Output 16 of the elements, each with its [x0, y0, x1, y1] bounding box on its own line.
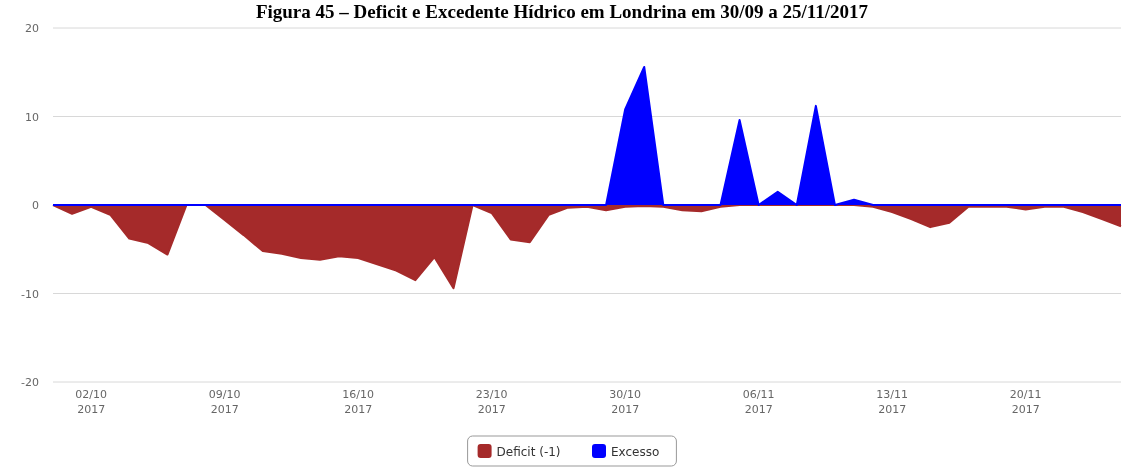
- x-tick-label: 30/10 2017: [609, 388, 641, 416]
- x-tick-label: 06/11 2017: [742, 388, 775, 416]
- x-tick-label: 16/10 2017: [342, 388, 374, 416]
- x-tick-label: 09/10 2017: [208, 388, 241, 416]
- legend-label: Excesso: [611, 444, 660, 459]
- x-tick-label: 13/11 2017: [876, 388, 908, 416]
- y-tick-label: 20: [25, 22, 39, 35]
- y-tick-label: -10: [21, 287, 39, 301]
- x-tick-label: 23/10 2017: [475, 388, 508, 416]
- chart-title: Figura 45 – Deficit e Excedente Hídrico em Londrina em 30/09 a 25/11/2017: [255, 1, 869, 22]
- x-tick-label: 02/10 2017: [75, 388, 107, 416]
- y-tick-label: 10: [25, 110, 39, 124]
- y-tick-label: -20: [21, 376, 39, 389]
- x-tick-label: 20/11 2017: [1009, 388, 1042, 416]
- legend-label: Deficit (-1): [496, 444, 561, 459]
- y-tick-label: 0: [32, 199, 39, 212]
